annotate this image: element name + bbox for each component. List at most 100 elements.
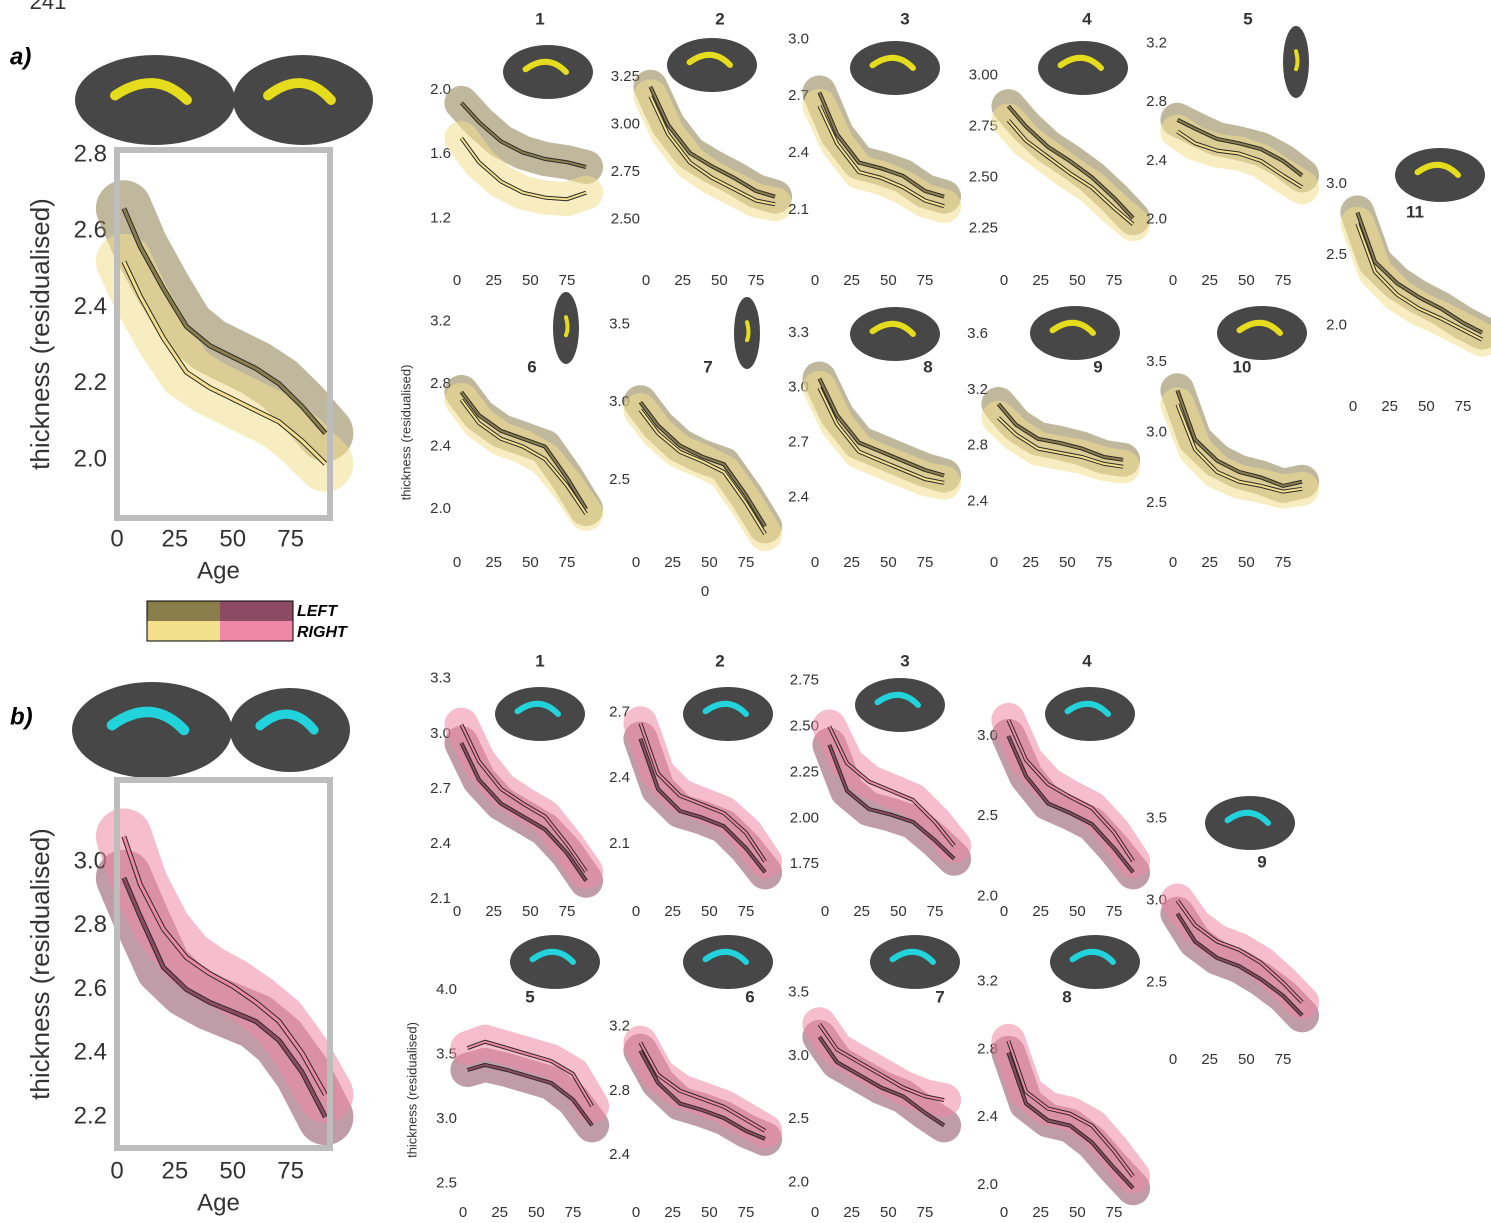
y-tick-label: 2.25	[969, 219, 998, 236]
x-tick-label: 0	[453, 903, 461, 920]
x-tick-label: 25	[843, 1204, 860, 1221]
x-tick-label: 50	[701, 1204, 718, 1221]
y-tick-label: 2.4	[74, 293, 107, 320]
chart-title: 6	[527, 357, 536, 376]
page-number: 241	[30, 0, 67, 14]
x-tick-label: 75	[1096, 554, 1113, 571]
x-tick-label: 25	[1201, 272, 1218, 289]
x-tick-label: 0	[811, 272, 819, 289]
y-tick-label: 1.75	[790, 855, 819, 872]
x-tick-label: 50	[1238, 554, 1255, 571]
x-tick-label: 50	[219, 525, 246, 552]
y-tick-label: 2.75	[611, 163, 640, 180]
y-tick-label: 3.2	[977, 973, 998, 990]
y-tick-label: 3.00	[969, 67, 998, 84]
x-tick-label: 50	[522, 554, 539, 571]
x-tick-label: 75	[738, 1204, 755, 1221]
x-tick-label: 50	[1059, 554, 1076, 571]
y-tick-label: 2.4	[430, 438, 451, 455]
x-tick-label: 25	[843, 554, 860, 571]
brain-image	[1217, 306, 1307, 360]
y-tick-label: 2.75	[790, 671, 819, 688]
x-tick-label: 25	[1032, 903, 1049, 920]
chart-title: 9	[1257, 852, 1266, 871]
x-tick-label: 50	[880, 1204, 897, 1221]
y-tick-label: 3.00	[611, 116, 640, 133]
y-tick-label: 2.6	[74, 975, 107, 1002]
brain-image	[667, 38, 757, 92]
y-tick-label: 3.2	[430, 313, 451, 330]
y-tick-label: 2.4	[430, 835, 451, 852]
x-tick-label: 50	[1069, 1204, 1086, 1221]
brain-surface	[855, 678, 945, 732]
y-tick-label: 2.7	[788, 434, 809, 451]
x-tick-label: 0	[1169, 272, 1177, 289]
x-tick-label: 50	[701, 554, 718, 571]
brain-image	[553, 292, 579, 364]
brain-image	[683, 935, 773, 989]
y-tick-label: 2.8	[609, 1082, 630, 1099]
brain-image	[683, 687, 773, 741]
x-tick-label: 0	[1000, 272, 1008, 289]
x-tick-label: 75	[559, 903, 576, 920]
chart-title: 8	[923, 357, 932, 376]
y-tick-label: 1.2	[430, 209, 451, 226]
brain-surface	[495, 687, 585, 741]
y-tick-label: 2.1	[609, 835, 630, 852]
x-tick-label: 50	[219, 1157, 246, 1184]
y-tick-label: 2.0	[788, 1173, 809, 1190]
x-tick-label: 0	[1000, 903, 1008, 920]
x-tick-label: 25	[485, 272, 502, 289]
figure: 241 a) b) 0 LEFT RIGHT 2.02.22.42.62.802…	[0, 0, 1491, 1223]
x-tick-label: 0	[811, 1204, 819, 1221]
y-tick-label: 2.8	[74, 140, 107, 167]
x-tick-label: 50	[1238, 272, 1255, 289]
chart-title: 2	[715, 651, 724, 670]
chart-title: 4	[1082, 9, 1092, 28]
x-tick-label: 50	[880, 272, 897, 289]
x-tick-label: 0	[632, 903, 640, 920]
brain-surface	[1045, 687, 1135, 741]
chart-title: 5	[525, 987, 534, 1006]
chart-title: 5	[1243, 9, 1252, 28]
legend-label: RIGHT	[297, 624, 348, 641]
chart: 2.02.42.83.202550758	[977, 973, 1133, 1221]
y-tick-label: 2.25	[790, 763, 819, 780]
y-tick-label: 3.5	[1146, 809, 1167, 826]
brain-surface	[1217, 306, 1307, 360]
x-tick-label: 0	[1000, 1204, 1008, 1221]
y-tick-label: 2.5	[1326, 246, 1347, 263]
brain-image	[850, 307, 940, 361]
y-tick-label: 2.8	[967, 437, 988, 454]
y-tick-label: 2.7	[430, 780, 451, 797]
brain-image	[1395, 148, 1485, 202]
x-tick-label: 25	[485, 554, 502, 571]
brain-image	[503, 45, 593, 99]
x-tick-label: 50	[1069, 272, 1086, 289]
x-tick-label: 0	[990, 554, 998, 571]
x-tick-label: 25	[1381, 398, 1398, 415]
x-axis-label: Age	[197, 557, 240, 584]
brain-image	[734, 297, 760, 369]
y-tick-label: 2.4	[977, 1108, 998, 1125]
x-tick-label: 75	[738, 554, 755, 571]
y-tick-label: 2.4	[967, 493, 988, 510]
x-tick-label: 75	[1455, 398, 1472, 415]
brain-image	[850, 41, 940, 95]
x-tick-label: 75	[917, 1204, 934, 1221]
y-tick-label: 2.50	[611, 210, 640, 227]
y-tick-label: 4.0	[436, 981, 457, 998]
y-tick-label: 2.5	[977, 807, 998, 824]
x-tick-label: 50	[528, 1204, 545, 1221]
chart-title: 3	[900, 651, 909, 670]
x-tick-label: 50	[1069, 903, 1086, 920]
brain-surface	[1050, 935, 1140, 989]
y-tick-label: 3.5	[609, 316, 630, 333]
y-tick-label: 2.8	[74, 911, 107, 938]
chart-title: 8	[1062, 987, 1071, 1006]
y-tick-label: 2.2	[74, 369, 107, 396]
x-tick-label: 75	[917, 272, 934, 289]
x-tick-label: 75	[1106, 1204, 1123, 1221]
